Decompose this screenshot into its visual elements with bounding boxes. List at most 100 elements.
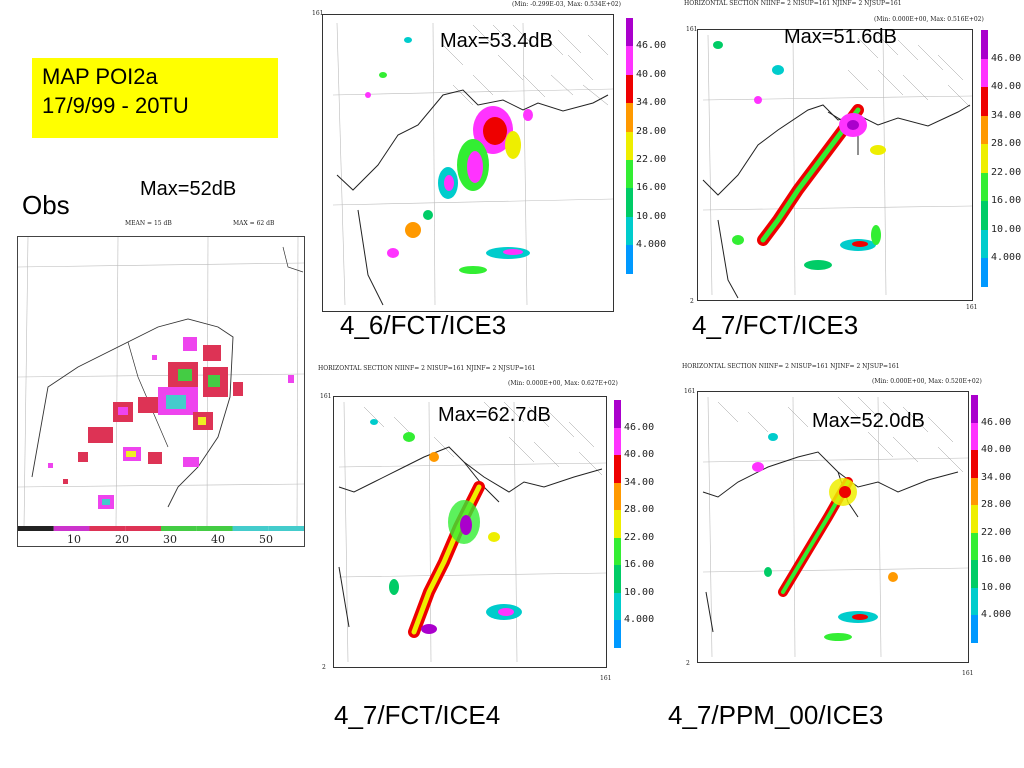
obs-scale-segment (125, 526, 161, 531)
colorbar-tick-label: 10.00 (991, 223, 1022, 235)
colorbar-segment (626, 160, 633, 189)
colorbar-segment (626, 245, 633, 274)
colorbar-tick-label: 28.00 (981, 499, 1012, 510)
colorbar-segment (626, 18, 633, 47)
panel-4-caption: 4_7/PPM_00/ICE3 (668, 700, 884, 730)
colorbar-segment (971, 615, 978, 643)
colorbar-segment (981, 172, 988, 201)
colorbar-segment (971, 395, 978, 423)
colorbar-tick-label: 16.00 (636, 182, 667, 194)
obs-scale-segment (161, 526, 197, 531)
obs-scale-tick-label: 50 (259, 533, 273, 546)
colorbar-tick-label: 28.00 (991, 138, 1022, 149)
colorbar-tick-label: 22.00 (624, 531, 655, 543)
panel-2-axis-left: 2 (690, 298, 694, 305)
colorbar-tick-label: 22.00 (636, 154, 667, 165)
colorbar-segment (971, 505, 978, 533)
obs-scale-segment (89, 526, 126, 531)
panel-3-minmax: (Min: 0.000E+00, Max: 0.627E+02) (508, 380, 618, 387)
title-box: MAP POI2a 17/9/99 - 20TU (32, 58, 278, 138)
obs-scale-tick-label: 40 (211, 533, 225, 546)
colorbar-segment (626, 103, 633, 132)
colorbar-segment (614, 482, 621, 510)
colorbar-tick-label: 46.00 (636, 40, 667, 52)
colorbar-segment (626, 188, 633, 217)
panel-2-axis-right: 161 (966, 304, 978, 311)
colorbar-segment (971, 450, 978, 478)
colorbar-segment (626, 131, 633, 160)
panel-2-axis-top: 161 (686, 26, 698, 33)
panel-4-axis-top: 161 (684, 388, 696, 395)
panel-4-map (702, 396, 968, 658)
colorbar-segment (971, 560, 978, 588)
title-line-1: MAP POI2a (42, 64, 158, 89)
panel-4-axis-right: 161 (962, 670, 974, 677)
panel-2-minmax: (Min: 0.000E+00, Max: 0.516E+02) (874, 16, 984, 23)
panel-4-6-fct-ice3 (322, 14, 614, 312)
colorbar-tick-label: 10.00 (624, 586, 655, 598)
obs-maxval-text: MAX = 62 dB (233, 220, 275, 227)
obs-scale-segment (268, 526, 304, 531)
colorbar-segment (981, 201, 988, 230)
obs-scale-tick-label: 20 (115, 533, 129, 546)
colorbar-segment (981, 115, 988, 144)
panel-1-axis-top: 161 (312, 10, 324, 17)
panel-4-max-label: Max=52.0dB (812, 410, 925, 432)
obs-scale-ticks: 10 20 30 40 50 (17, 533, 305, 547)
colorbar-segment (614, 592, 621, 620)
colorbar-segment (614, 565, 621, 593)
colorbar-segment (981, 58, 988, 87)
title-line-2: 17/9/99 - 20TU (42, 93, 189, 118)
colorbar-segment (981, 258, 988, 287)
colorbar-segment (614, 427, 621, 455)
colorbar-segment (981, 30, 988, 59)
panel-3-axis-right: 161 (600, 675, 612, 682)
colorbar-segment (981, 229, 988, 258)
panel-1-caption: 4_6/FCT/ICE3 (340, 310, 507, 340)
colorbar-tick-label: 22.00 (981, 526, 1012, 538)
obs-mean-text: MEAN = 15 dB (125, 220, 172, 227)
colorbar-segment (971, 422, 978, 450)
colorbar-tick-label: 34.00 (991, 109, 1022, 121)
colorbar-tick-label: 40.00 (624, 449, 655, 460)
obs-scale-tick-label: 10 (67, 533, 81, 546)
panel-4-axis-left: 2 (686, 660, 690, 667)
colorbar-tick-label: 22.00 (991, 166, 1022, 178)
colorbar-tick-label: 46.00 (624, 421, 655, 433)
obs-scale-segment (196, 526, 233, 531)
obs-radar-map (17, 236, 305, 547)
obs-scale-tick-label: 30 (163, 533, 177, 546)
colorbar-tick-label: 28.00 (636, 125, 667, 137)
obs-scale-segment (18, 526, 54, 531)
obs-label: Obs (22, 190, 70, 220)
panel-2-header: HORIZONTAL SECTION NIINF= 2 NISUP=161 NJ… (684, 0, 902, 7)
colorbar-tick-label: 28.00 (624, 504, 655, 515)
panel-1-max-label: Max=53.4dB (440, 30, 553, 52)
colorbar-segment (614, 400, 621, 428)
colorbar-tick-label: 10.00 (981, 581, 1012, 593)
colorbar-segment (626, 216, 633, 246)
obs-scale-segment (53, 526, 90, 531)
obs-scale-bar (18, 526, 304, 531)
colorbar-tick-label: 4.000 (624, 614, 655, 625)
colorbar-segment (614, 620, 621, 648)
obs-grid (18, 237, 304, 528)
panel-2-max-label: Max=51.6dB (784, 26, 897, 48)
panel-3-axis-top: 161 (320, 393, 332, 400)
obs-scale-segment (232, 526, 269, 531)
colorbar-segment (971, 587, 978, 615)
colorbar-tick-label: 4.000 (636, 239, 667, 251)
colorbar-segment (971, 532, 978, 560)
colorbar-segment (981, 144, 988, 173)
panel-2-caption: 4_7/FCT/ICE3 (692, 310, 859, 340)
colorbar-tick-label: 4.000 (981, 609, 1012, 620)
colorbar-tick-label: 40.00 (991, 81, 1022, 92)
panel-3-header: HORIZONTAL SECTION NIINF= 2 NISUP=161 NJ… (318, 365, 536, 372)
panel-3-map (338, 401, 606, 663)
colorbar-tick-label: 16.00 (991, 195, 1022, 206)
colorbar-tick-label: 4.000 (991, 252, 1022, 263)
colorbar-segment (614, 455, 621, 483)
obs-max-label: Max=52dB (140, 178, 237, 200)
panel-3-max-label: Max=62.7dB (438, 404, 551, 426)
panel-1-minmax: (Min: -0.299E-03, Max: 0.534E+02) (512, 1, 621, 8)
